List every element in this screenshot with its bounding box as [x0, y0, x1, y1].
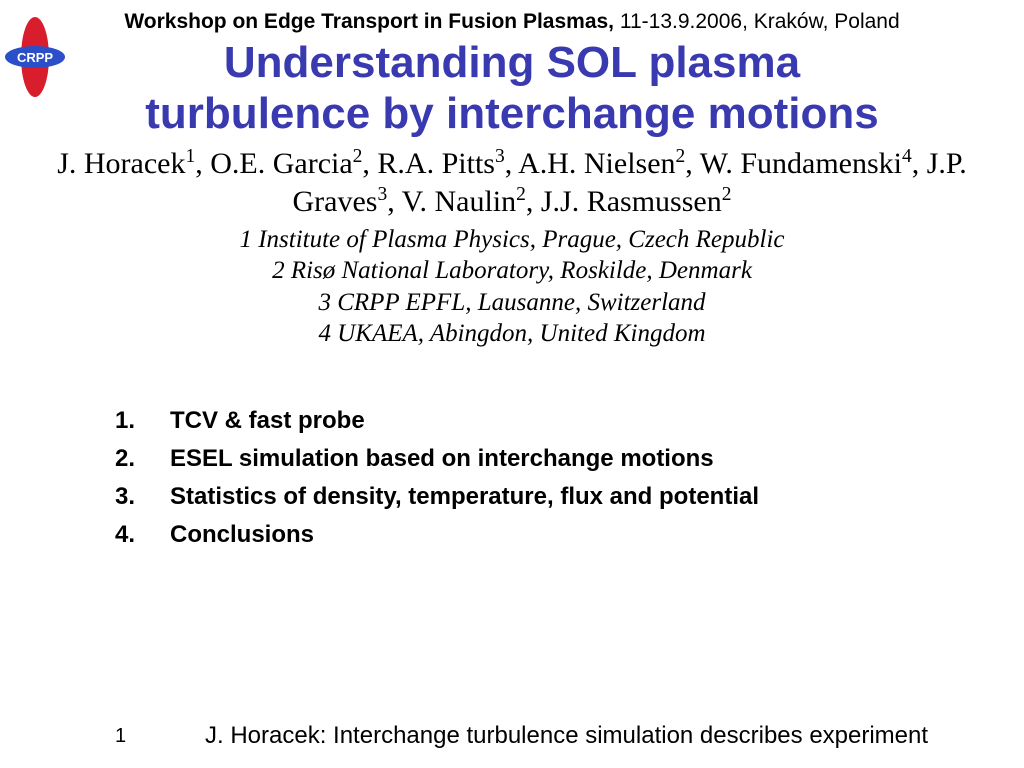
- slide-footer: 1 J. Horacek: Interchange turbulence sim…: [0, 722, 1024, 750]
- outline-item: 1. TCV & fast probe: [115, 407, 1024, 435]
- slide-title: Understanding SOL plasma turbulence by i…: [0, 38, 1024, 139]
- crpp-logo: CRPP: [5, 15, 65, 100]
- outline-text: Statistics of density, temperature, flux…: [170, 483, 759, 511]
- outline-item: 3. Statistics of density, temperature, f…: [115, 483, 1024, 511]
- affiliation-3: 3 CRPP EPFL, Lausanne, Switzerland: [0, 287, 1024, 318]
- page-number: 1: [115, 725, 205, 748]
- outline-num: 2.: [115, 445, 170, 473]
- header-bold: Workshop on Edge Transport in Fusion Pla…: [124, 10, 620, 33]
- outline-text: TCV & fast probe: [170, 407, 365, 435]
- outline-text: ESEL simulation based on interchange mot…: [170, 445, 714, 473]
- affiliation-1: 1 Institute of Plasma Physics, Prague, C…: [0, 224, 1024, 255]
- header-normal: 11-13.9.2006, Kraków, Poland: [620, 10, 900, 33]
- outline-num: 4.: [115, 521, 170, 549]
- outline-item: 2. ESEL simulation based on interchange …: [115, 445, 1024, 473]
- workshop-header: Workshop on Edge Transport in Fusion Pla…: [0, 0, 1024, 34]
- affiliations-block: 1 Institute of Plasma Physics, Prague, C…: [0, 224, 1024, 349]
- title-line-1: Understanding SOL plasma: [0, 38, 1024, 89]
- title-line-2: turbulence by interchange motions: [0, 89, 1024, 140]
- affiliation-2: 2 Risø National Laboratory, Roskilde, De…: [0, 255, 1024, 286]
- footer-text: J. Horacek: Interchange turbulence simul…: [205, 722, 928, 750]
- affiliation-4: 4 UKAEA, Abingdon, United Kingdom: [0, 318, 1024, 349]
- logo-text: CRPP: [17, 50, 53, 65]
- outline-list: 1. TCV & fast probe 2. ESEL simulation b…: [115, 407, 1024, 549]
- authors-list: J. Horacek1, O.E. Garcia2, R.A. Pitts3, …: [0, 145, 1024, 220]
- outline-text: Conclusions: [170, 521, 314, 549]
- outline-num: 1.: [115, 407, 170, 435]
- outline-num: 3.: [115, 483, 170, 511]
- outline-item: 4. Conclusions: [115, 521, 1024, 549]
